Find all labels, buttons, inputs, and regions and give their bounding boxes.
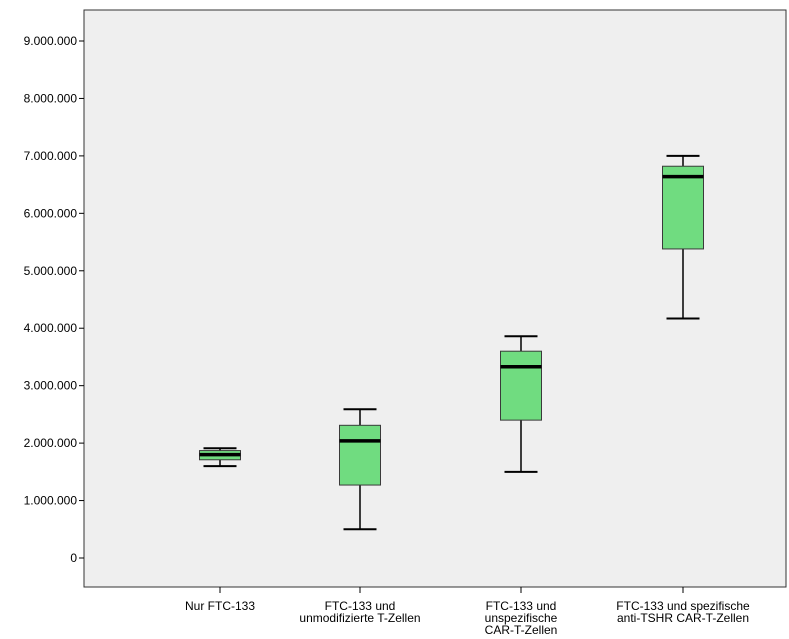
x-category-label-line: Nur FTC-133 xyxy=(185,599,255,613)
y-tick-label: 0 xyxy=(70,551,77,565)
y-tick-label: 5.000.000 xyxy=(24,264,78,278)
box-1 xyxy=(199,447,241,468)
y-tick-label: 6.000.000 xyxy=(24,206,78,220)
iqr-box xyxy=(662,165,704,250)
x-category-label-line: CAR-T-Zellen xyxy=(485,623,558,637)
x-category-label-line: FTC-133 und xyxy=(486,599,557,613)
x-category-label-line: FTC-133 und xyxy=(325,599,396,613)
x-category-label: FTC-133 und spezifische anti-TSHR CAR-T-Z… xyxy=(616,599,750,625)
box-3 xyxy=(500,335,542,473)
y-tick-label: 2.000.000 xyxy=(24,436,78,450)
box-series xyxy=(199,154,704,531)
box-4 xyxy=(662,154,704,320)
x-category-label: FTC-133 und unspezifische CAR-T-Zellen xyxy=(485,599,558,637)
y-tick-label: 3.000.000 xyxy=(24,379,78,393)
x-axis: Nur FTC-133 FTC-133 und unmodifizierte T-Z… xyxy=(185,587,750,637)
y-axis: 0 1.000.000 2.000.000 3.000.000 4.000.000 5.0… xyxy=(24,34,84,565)
y-tick-label: 8.000.000 xyxy=(24,91,78,105)
x-category-label-line: unmodifizierte T-Zellen xyxy=(299,611,420,625)
y-tick-label: 9.000.000 xyxy=(24,34,78,48)
x-category-label: Nur FTC-133 xyxy=(185,599,255,613)
plot-area xyxy=(83,9,787,588)
iqr-box xyxy=(500,350,542,421)
iqr-box xyxy=(339,424,381,486)
x-category-label: FTC-133 und unmodifizierte T-Zellen xyxy=(299,599,420,625)
x-category-label-line: FTC-133 und spezifische xyxy=(616,599,750,613)
x-category-label-line: unspezifische xyxy=(485,611,558,625)
y-tick-label: 1.000.000 xyxy=(24,494,78,508)
x-category-label-line: anti-TSHR CAR-T-Zellen xyxy=(617,611,749,625)
box-2 xyxy=(339,408,381,531)
y-tick-label: 4.000.000 xyxy=(24,321,78,335)
y-tick-label: 7.000.000 xyxy=(24,149,78,163)
